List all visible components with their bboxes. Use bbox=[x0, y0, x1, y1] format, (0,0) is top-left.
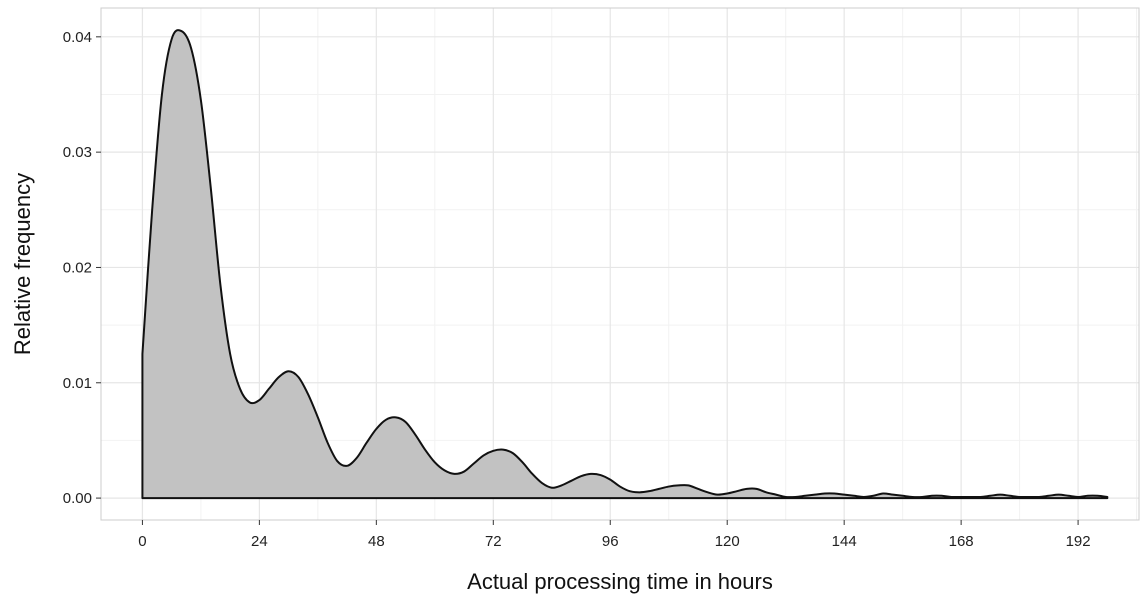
x-tick-label: 48 bbox=[368, 533, 385, 550]
x-tick-label: 72 bbox=[485, 533, 502, 550]
panel-border bbox=[100, 7, 1140, 521]
density-line bbox=[141, 29, 1109, 500]
y-tick-label: 0.04 bbox=[63, 29, 92, 46]
x-tick-label: 120 bbox=[715, 533, 740, 550]
x-tick-label: 144 bbox=[832, 533, 857, 550]
x-tick-label: 0 bbox=[138, 533, 146, 550]
x-tick-label: 192 bbox=[1066, 533, 1091, 550]
x-tick-label: 168 bbox=[949, 533, 974, 550]
minor-grid bbox=[101, 8, 1139, 520]
x-axis-ticks: 0 24 48 72 96 120 144 168 192 bbox=[138, 520, 1091, 550]
x-tick-label: 24 bbox=[251, 533, 268, 550]
y-tick-label: 0.01 bbox=[63, 375, 92, 392]
y-tick-label: 0.00 bbox=[63, 490, 92, 507]
y-axis-ticks: 0.00 0.01 0.02 0.03 0.04 bbox=[63, 29, 101, 507]
x-tick-label: 96 bbox=[602, 533, 619, 550]
density-area bbox=[142, 30, 1108, 499]
x-axis-title: Actual processing time in hours bbox=[467, 569, 773, 594]
y-tick-label: 0.03 bbox=[63, 144, 92, 161]
y-axis-title: Relative frequency bbox=[10, 173, 35, 355]
series-layer bbox=[141, 29, 1109, 500]
y-tick-label: 0.02 bbox=[63, 259, 92, 276]
